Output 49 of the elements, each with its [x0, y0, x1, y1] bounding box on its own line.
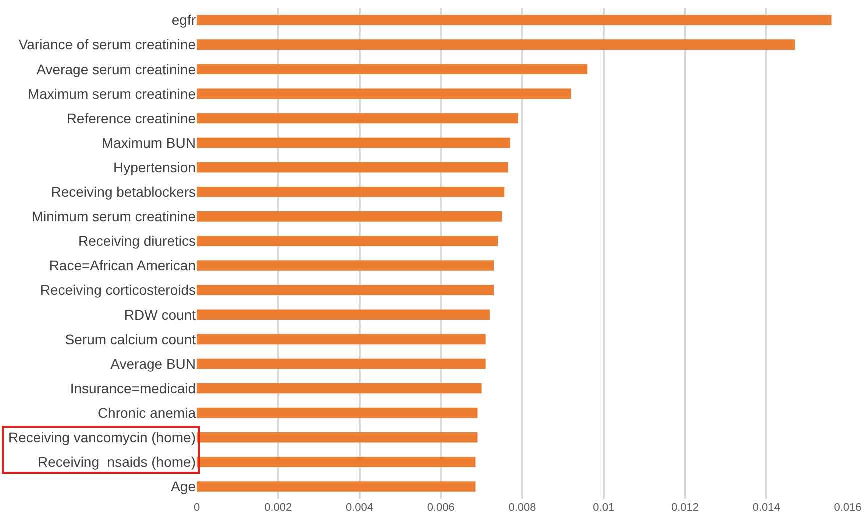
- y-tick-label: RDW count: [124, 306, 196, 323]
- x-tick-label: 0.012: [671, 502, 700, 514]
- y-tick-label: Chronic anemia: [98, 404, 196, 421]
- y-tick-label: Average BUN: [110, 356, 196, 372]
- y-tick-label: Hypertension: [114, 159, 196, 176]
- y-tick-label: Average serum creatinine: [36, 61, 196, 78]
- bar: [197, 260, 494, 271]
- y-tick-label: Receiving nsaids (home): [38, 454, 196, 470]
- y-tick-label: Race=African American: [49, 258, 196, 274]
- x-tick-label: 0: [194, 502, 200, 514]
- bar: [197, 15, 832, 26]
- bar: [197, 64, 588, 75]
- y-tick-label: Insurance=medicaid: [70, 380, 196, 396]
- y-tick-label: Variance of serum creatinine: [18, 36, 196, 53]
- bar: [197, 113, 518, 124]
- bar: [197, 432, 478, 443]
- bar: [197, 186, 505, 198]
- x-tick-label: 0.014: [752, 502, 780, 514]
- bar: [197, 285, 494, 296]
- bar: [197, 212, 502, 222]
- x-tick-label: 0.008: [508, 502, 536, 514]
- bar: [197, 482, 476, 492]
- y-tick-label: Minimum serum creatinine: [32, 208, 196, 225]
- y-tick-label: Maximum serum creatinine: [28, 86, 196, 102]
- y-tick-label: Receiving betablockers: [51, 184, 196, 200]
- bar: [197, 383, 482, 394]
- x-tick-label: 0.002: [264, 502, 292, 514]
- y-tick-label: Reference creatinine: [66, 110, 196, 126]
- x-tick-label: 0.004: [346, 502, 374, 514]
- bar: [197, 408, 478, 418]
- y-tick-label: Receiving vancomycin (home): [8, 430, 196, 446]
- y-tick-label: egfr: [172, 12, 196, 28]
- bar: [197, 138, 510, 148]
- y-tick-label: Receiving corticosteroids: [40, 282, 196, 298]
- bar: [197, 457, 476, 468]
- bar: [197, 358, 486, 370]
- bar: [197, 236, 498, 246]
- y-tick-label: Receiving diuretics: [78, 233, 196, 250]
- bar: [197, 40, 796, 50]
- bar: [197, 334, 486, 345]
- x-tick-label: 0.006: [427, 502, 455, 514]
- x-tick-label: 0.016: [834, 502, 862, 514]
- bar: [197, 310, 490, 320]
- bar: [197, 88, 572, 100]
- y-tick-label: Age: [171, 478, 196, 495]
- x-tick-label: 0.01: [593, 502, 615, 514]
- y-tick-label: Serum calcium count: [65, 331, 196, 348]
- bar: [197, 162, 508, 173]
- y-tick-label: Maximum BUN: [102, 134, 196, 151]
